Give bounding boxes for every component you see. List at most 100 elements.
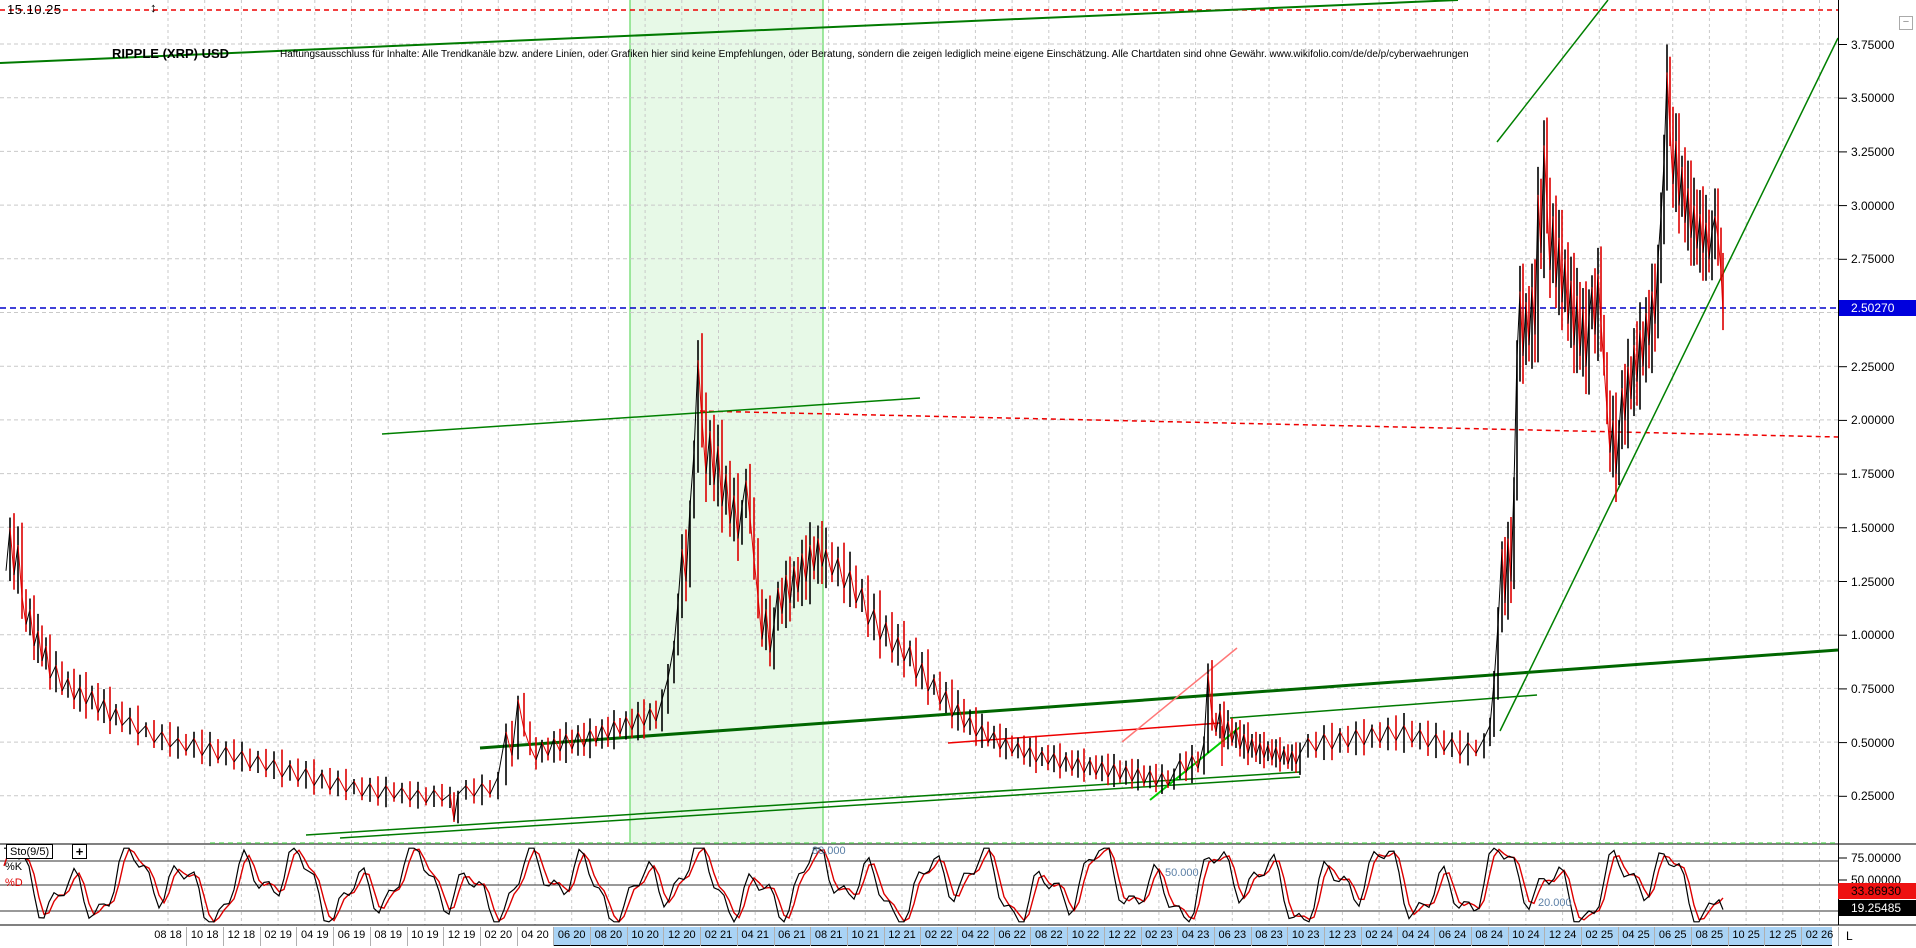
date-axis-separator	[1360, 927, 1362, 946]
price-axis-label: 3.75000	[1851, 37, 1895, 52]
date-axis-separator	[1213, 927, 1215, 946]
percent-k-value-badge: 19.25485	[1838, 900, 1916, 916]
date-axis-separator	[1764, 927, 1766, 946]
date-axis-label: 08 23	[1255, 929, 1283, 941]
date-axis-label: 08 20	[594, 929, 623, 941]
vertical-scale-arrow-icon[interactable]: ↕	[150, 0, 157, 15]
date-axis-separator	[883, 927, 885, 946]
red-wedge-upper[interactable]	[1121, 647, 1238, 743]
date-axis-label: 12 19	[447, 929, 476, 941]
price-axis-label: 2.25000	[1851, 359, 1895, 374]
price-axis-label: 2.00000	[1851, 413, 1895, 428]
date-axis-separator	[1177, 927, 1179, 946]
date-axis-separator	[1470, 927, 1472, 946]
price-axis-label: 0.25000	[1851, 789, 1895, 804]
date-axis-label: 06 21	[778, 929, 806, 941]
date-axis-label: 12 25	[1769, 929, 1797, 941]
date-axis-label: 02 19	[264, 929, 292, 941]
green-bright-steep[interactable]	[1149, 726, 1241, 801]
price-axis-label: 1.50000	[1851, 520, 1895, 535]
date-axis-separator	[369, 927, 371, 946]
date-axis-label: 08 24	[1475, 929, 1503, 941]
date-axis-separator	[1140, 927, 1142, 946]
date-axis-label: 06 23	[1218, 929, 1247, 941]
date-axis-separator	[333, 927, 335, 946]
date-axis-separator	[920, 927, 922, 946]
green-upper-channel-top[interactable]	[0, 0, 1459, 64]
add-indicator-button[interactable]: +	[72, 844, 87, 859]
stochastic-indicator-label[interactable]: Sto(9/5)	[6, 844, 54, 859]
date-axis-label: 06 24	[1438, 929, 1467, 941]
stochastic-level-label: 80.000	[812, 845, 846, 857]
date-axis-label: 10 20	[631, 929, 659, 941]
date-axis-separator	[259, 927, 261, 946]
green-steep-channel-right[interactable]	[1499, 37, 1839, 732]
date-axis-label: 08 25	[1695, 929, 1724, 941]
date-axis-label: 04 24	[1402, 929, 1430, 941]
date-axis[interactable]: 08 18 10 18 12 18 02 19 04 19 06 19 08 19 10 19…	[0, 926, 1916, 948]
date-axis-separator	[1103, 927, 1105, 946]
date-axis-separator	[1397, 927, 1399, 946]
date-axis-separator	[516, 927, 518, 946]
percent-k-label: %K	[5, 861, 23, 873]
price-axis-label: 1.25000	[1851, 574, 1895, 589]
date-axis-label: 02 25	[1585, 929, 1614, 941]
date-axis-label: 02 24	[1365, 929, 1393, 941]
price-axis-label: 1.75000	[1851, 467, 1895, 482]
date-axis-label: 12 20	[668, 929, 696, 941]
date-axis-separator	[1250, 927, 1252, 946]
date-axis-separator	[406, 927, 408, 946]
chart-title: RIPPLE (XRP) USD	[112, 46, 230, 61]
date-axis-separator	[1287, 927, 1289, 946]
date-axis-label: 10 18	[190, 929, 219, 941]
date-axis-label: 12 18	[227, 929, 256, 941]
date-axis-separator	[773, 927, 775, 946]
price-axis-label: 3.50000	[1851, 91, 1895, 106]
green-steep-channel-left[interactable]	[1496, 0, 1609, 143]
date-axis-separator	[553, 927, 555, 946]
axis-trailing-label: L	[1846, 929, 1853, 943]
green-support-lower[interactable]	[339, 776, 1301, 839]
green-support-tail[interactable]	[1229, 694, 1538, 719]
current-date: 15.10.25	[7, 2, 62, 17]
date-axis-separator	[810, 927, 812, 946]
date-axis-separator	[957, 927, 959, 946]
date-axis-separator	[846, 927, 848, 946]
date-axis-separator	[1837, 927, 1839, 946]
date-axis-separator	[223, 927, 225, 946]
disclaimer-text: Haftungsausschluss für Inhalte: Alle Tre…	[280, 49, 1469, 60]
red-resistance-mid[interactable]	[699, 410, 1839, 438]
date-axis-separator	[296, 927, 298, 946]
date-axis-separator	[1507, 927, 1509, 946]
date-axis-label: 10 23	[1291, 929, 1320, 941]
date-axis-separator	[1654, 927, 1656, 946]
date-axis-separator	[479, 927, 481, 946]
green-2021-trend[interactable]	[381, 397, 921, 435]
date-axis-label: 02 20	[484, 929, 513, 941]
date-axis-separator	[700, 927, 702, 946]
date-axis-label: 10 22	[1071, 929, 1100, 941]
date-axis-highlight	[553, 927, 1832, 946]
stochastic-level-label: 50.000	[1165, 867, 1199, 879]
date-axis-label: 12 23	[1328, 929, 1357, 941]
date-axis-label: 12 24	[1548, 929, 1577, 941]
axis-divider	[1838, 0, 1839, 925]
percent-d-value-badge: 33.86930	[1838, 883, 1916, 899]
price-axis-label: 0.75000	[1851, 681, 1895, 696]
date-axis-label: 10 21	[851, 929, 880, 941]
green-support-upper[interactable]	[305, 771, 1301, 836]
date-axis-separator	[736, 927, 738, 946]
date-axis-label: 04 23	[1181, 929, 1210, 941]
minimize-icon[interactable]: −	[1899, 16, 1913, 30]
price-axis-label: 1.00000	[1851, 628, 1895, 643]
date-axis-separator	[663, 927, 665, 946]
date-axis-separator	[1434, 927, 1436, 946]
date-axis-label: 02 26	[1805, 929, 1834, 941]
date-axis-separator	[186, 927, 188, 946]
date-axis-label: 02 23	[1145, 929, 1173, 941]
date-axis-separator	[1727, 927, 1729, 946]
date-axis-label: 06 25	[1658, 929, 1687, 941]
date-axis-separator	[1324, 927, 1326, 946]
green-longterm-thick[interactable]	[479, 648, 1839, 750]
